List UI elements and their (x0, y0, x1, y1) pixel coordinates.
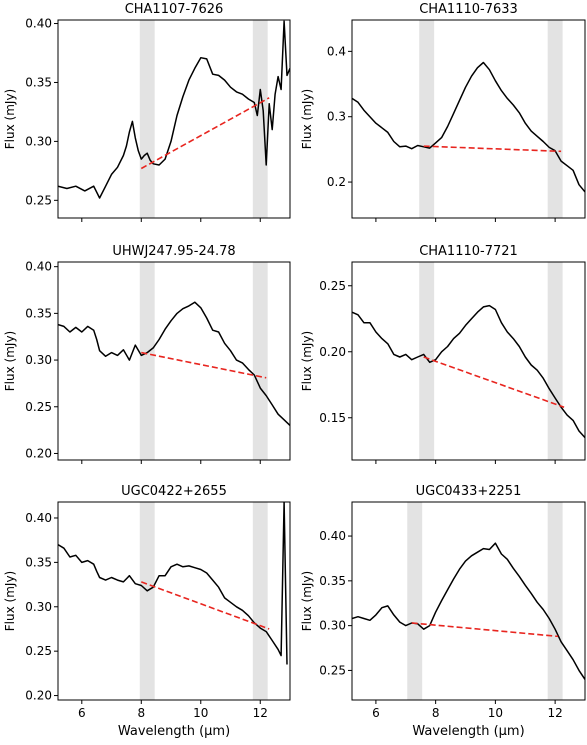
shaded-band (547, 20, 563, 218)
axes-frame (351, 19, 586, 219)
panel-3: 0.20 0.25 0.30 0.35 0.40 UHWJ247.95-24.78 Flux… (3, 244, 291, 464)
spectrum-line (58, 20, 290, 199)
continuum-line (411, 622, 559, 638)
y-tick-label: 0.2 (327, 175, 346, 189)
shaded-band (139, 20, 155, 218)
y-tick-label: 0.30 (25, 600, 52, 614)
x-axis-label: Wavelength (µm) (412, 724, 524, 739)
y-tick-label: 0.40 (319, 529, 346, 543)
shaded-band (407, 502, 423, 700)
panel-title: CHA1110-7633 (419, 2, 518, 17)
shaded-band (252, 20, 268, 218)
axes-frame (351, 501, 586, 701)
shaded-band (139, 502, 155, 700)
continuum-line (140, 97, 270, 170)
y-tick-label: 0.35 (25, 555, 52, 569)
panel-title: CHA1110-7721 (419, 244, 518, 259)
x-tick-label: 8 (137, 706, 145, 720)
x-tick-label: 12 (547, 706, 562, 720)
spectrum-line (58, 502, 288, 665)
y-axis-label: Flux (mJy) (300, 571, 314, 631)
x-tick-label: 12 (253, 706, 268, 720)
axes-frame (57, 19, 291, 219)
panel-1: 0.25 0.30 0.35 0.40 CHA1107-7626 Flux (mJy) (3, 2, 291, 222)
axes-frame (351, 261, 586, 461)
y-tick-label: 0.25 (319, 279, 346, 293)
spectrum-line (352, 542, 585, 680)
panel-title: UGC0433+2251 (416, 484, 522, 499)
panel-title: UHWJ247.95-24.78 (112, 244, 235, 259)
y-tick-label: 0.35 (25, 306, 52, 320)
continuum-line (141, 351, 267, 379)
y-tick-label: 0.25 (25, 400, 52, 414)
y-tick-label: 0.30 (319, 619, 346, 633)
y-axis-label: Flux (mJy) (3, 331, 17, 391)
y-tick-label: 0.25 (25, 193, 52, 207)
y-tick-label: 0.40 (25, 17, 52, 31)
spectrum-line (352, 304, 585, 439)
continuum-line (423, 356, 565, 408)
y-tick-label: 0.30 (25, 134, 52, 148)
shaded-band (419, 20, 435, 218)
shaded-band (547, 502, 563, 700)
spectrum-line (352, 61, 585, 193)
y-tick-label: 0.25 (25, 644, 52, 658)
y-tick-label: 0.15 (319, 411, 346, 425)
x-tick-label: 6 (78, 706, 86, 720)
panel-title: UGC0422+2655 (121, 484, 227, 499)
y-axis-label: Flux (mJy) (300, 331, 314, 391)
shaded-band (547, 262, 563, 460)
y-tick-label: 0.20 (25, 446, 52, 460)
x-axis-label: Wavelength (µm) (118, 724, 230, 739)
continuum-line (141, 581, 270, 630)
y-tick-label: 0.25 (319, 663, 346, 677)
panel-5: 6 8 10 12 0.20 0.25 0.30 0.35 0.40 UGC0422+2655 Fl… (3, 484, 291, 739)
x-tick-label: 10 (193, 706, 208, 720)
y-axis-label: Flux (mJy) (300, 89, 314, 149)
y-axis-label: Flux (mJy) (3, 89, 17, 149)
x-tick-label: 10 (488, 706, 503, 720)
y-tick-label: 0.35 (25, 75, 52, 89)
panel-6: 6 8 10 12 0.25 0.30 0.35 0.40 UGC0433+2251 Flux (… (300, 484, 586, 739)
x-tick-label: 8 (432, 706, 440, 720)
y-tick-label: 0.35 (319, 574, 346, 588)
shaded-band (252, 502, 268, 700)
y-tick-label: 0.40 (25, 511, 52, 525)
y-tick-label: 0.40 (25, 260, 52, 274)
y-tick-label: 0.30 (25, 353, 52, 367)
x-tick-label: 6 (372, 706, 380, 720)
shaded-band (419, 262, 435, 460)
axes-frame (57, 501, 291, 701)
spectrum-line (58, 301, 290, 426)
shaded-band (252, 262, 268, 460)
panel-title: CHA1107-7626 (125, 2, 224, 17)
panel-2: 0.2 0.3 0.4 CHA1110-7633 Flux (mJy) (300, 2, 586, 222)
y-tick-label: 0.20 (25, 689, 52, 703)
axes-frame (57, 261, 291, 461)
y-tick-label: 0.20 (319, 345, 346, 359)
y-axis-label: Flux (mJy) (3, 571, 17, 631)
continuum-line (423, 145, 562, 153)
y-tick-label: 0.4 (327, 44, 346, 58)
panel-4: 0.15 0.20 0.25 CHA1110-7721 Flux (mJy) (300, 244, 586, 464)
shaded-band (139, 262, 155, 460)
y-tick-label: 0.3 (327, 110, 346, 124)
